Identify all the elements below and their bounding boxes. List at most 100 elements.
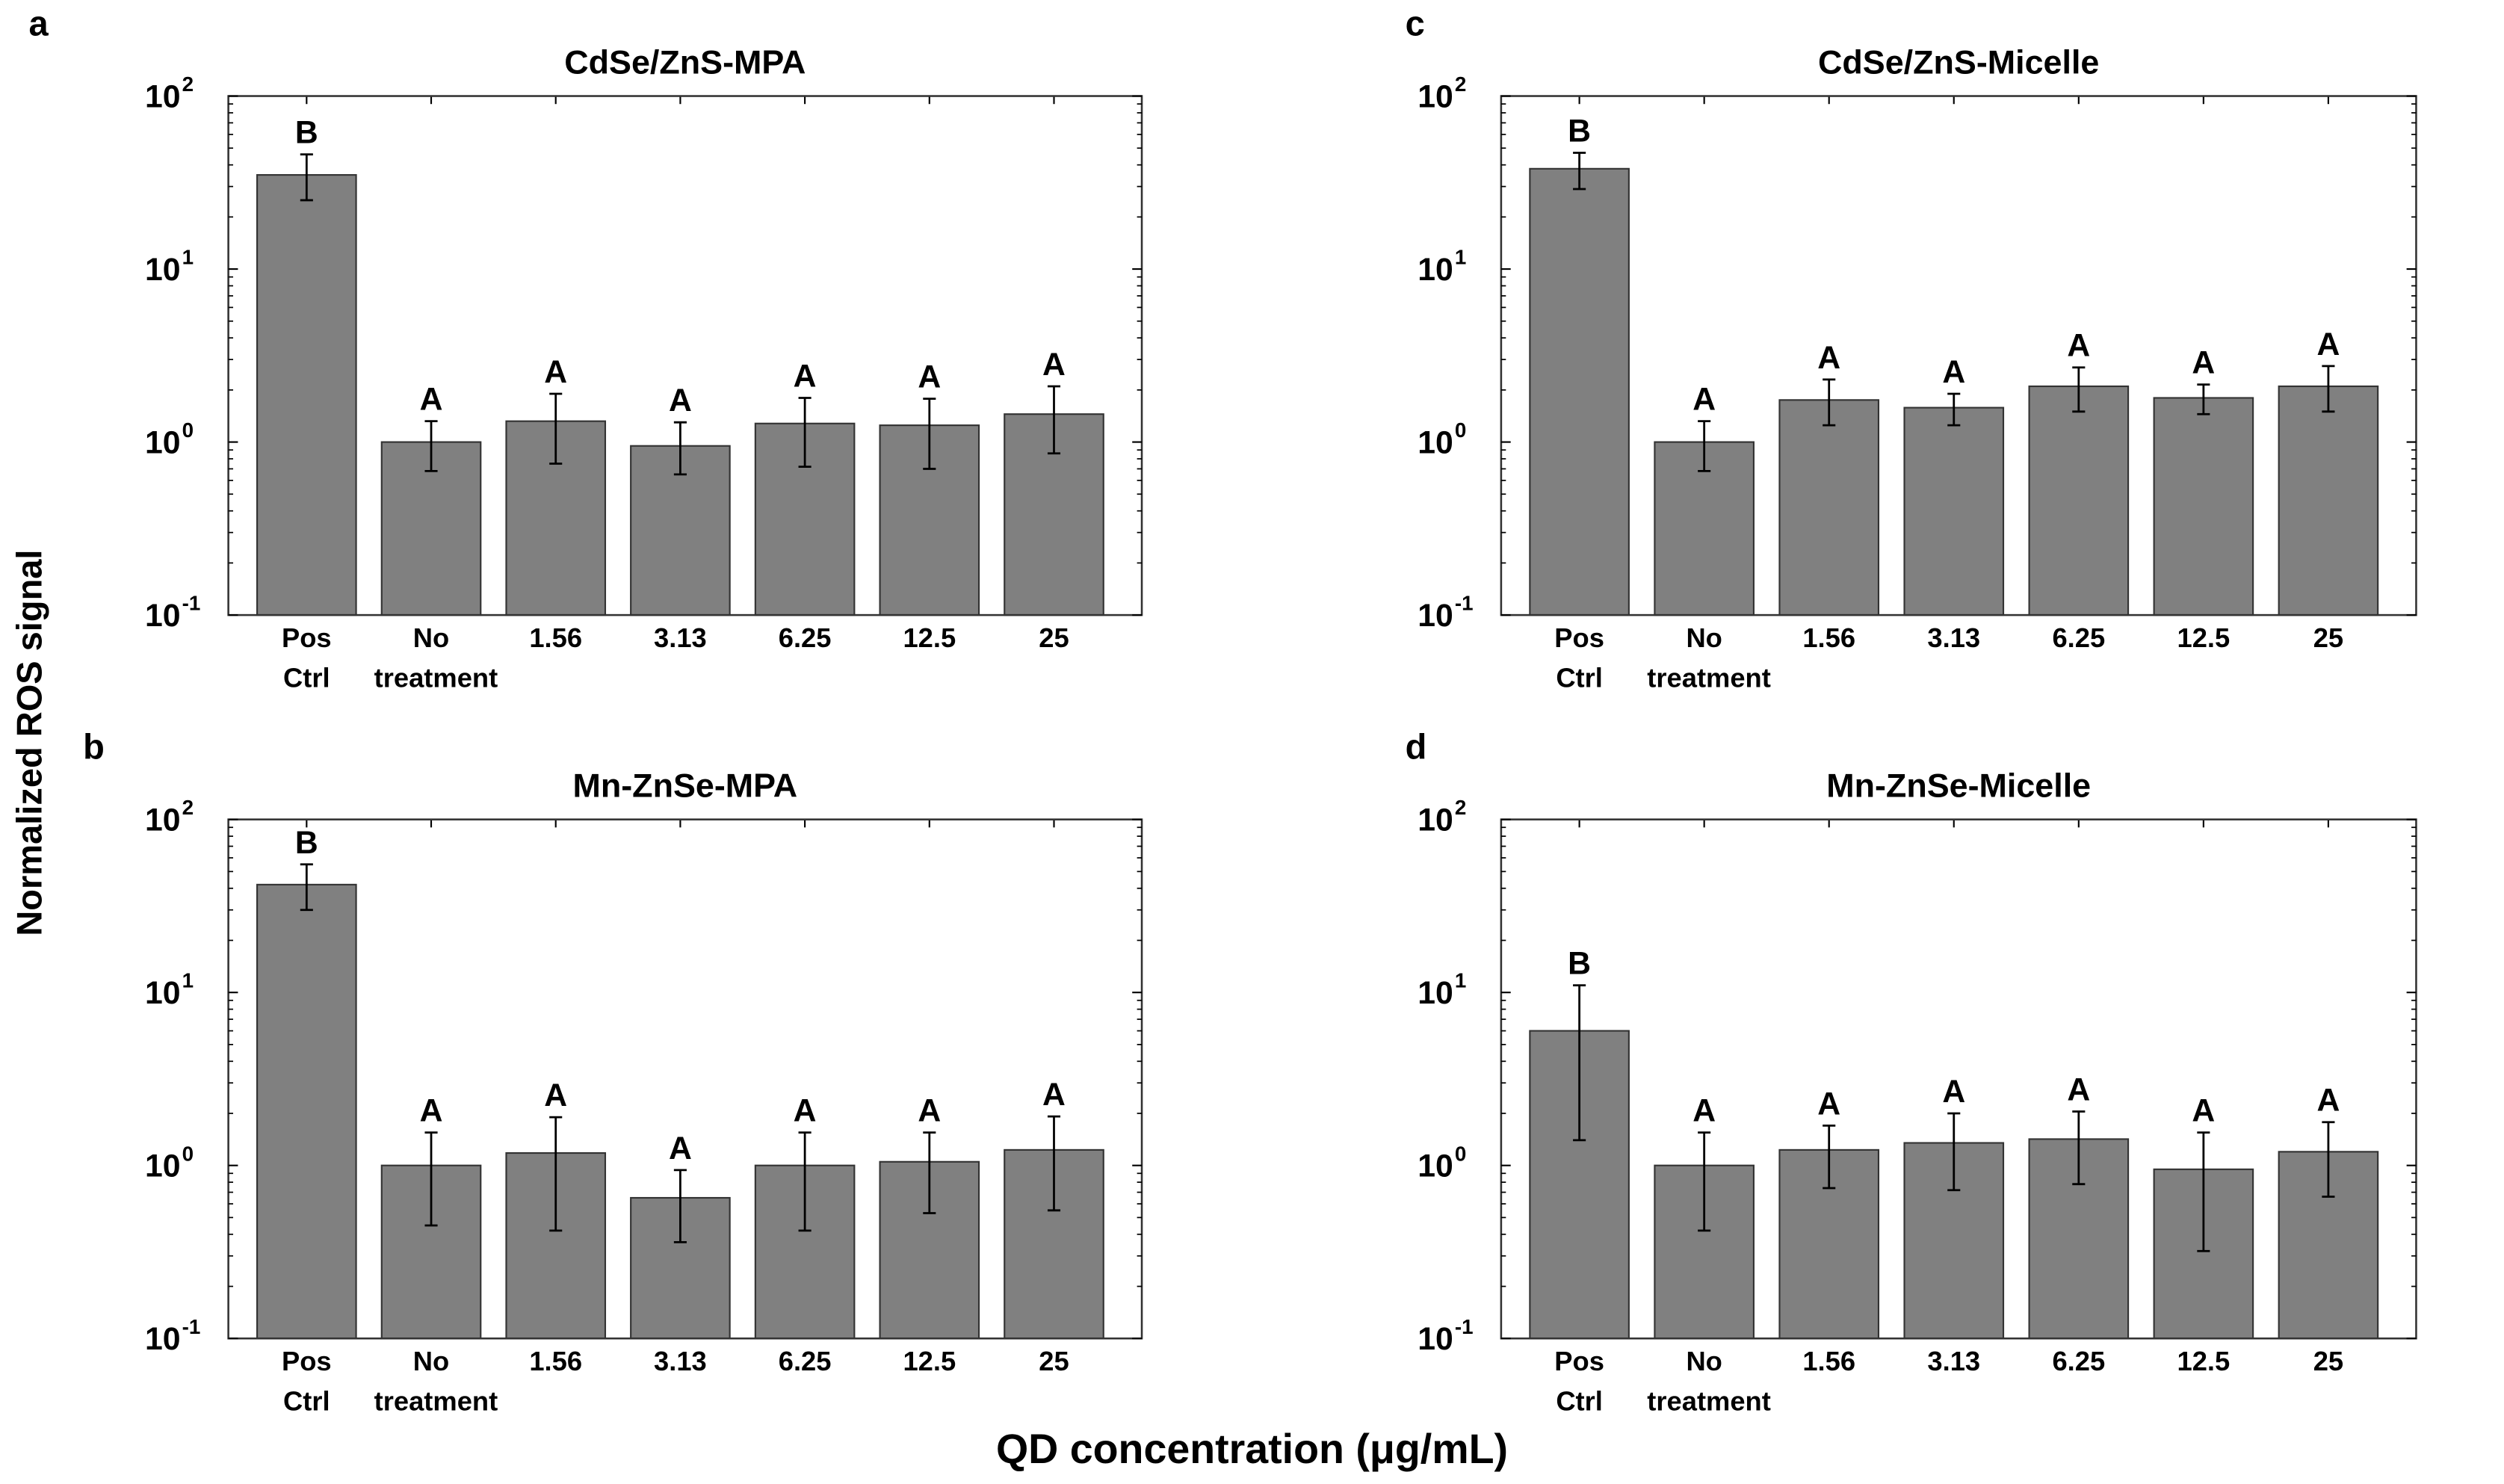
significance-letter: A — [544, 1078, 567, 1113]
panel-c: c CdSe/ZnS-Micelle B Pos Ctrl A No treatment A 1.… — [1406, 3, 2417, 693]
y-tick-exponent: 0 — [182, 1142, 194, 1165]
y-tick-exponent: 2 — [1455, 72, 1466, 96]
significance-letter: A — [918, 1093, 941, 1129]
x-tick-label-line2: Ctrl — [283, 662, 330, 693]
bar — [1529, 167, 1630, 616]
bar — [2153, 397, 2254, 616]
x-tick-label: No — [1686, 622, 1722, 653]
significance-letter: A — [420, 382, 443, 418]
y-tick-label: 10 — [1418, 78, 1453, 114]
y-tick-exponent: 1 — [182, 246, 194, 269]
x-tick-label-line2: Ctrl — [1556, 1385, 1603, 1416]
x-tick-label: 12.5 — [2177, 1346, 2231, 1376]
bar — [256, 883, 357, 1340]
axes-box — [227, 95, 1143, 616]
panel-a: a CdSe/ZnS-MPA B Pos Ctrl A No treatment A 1.56 A 3… — [28, 3, 1143, 693]
significance-letter: A — [544, 354, 567, 390]
panel-b: b Mn-ZnSe-MPA B Pos Ctrl A No treatment A 1.56 A 3.… — [83, 726, 1143, 1416]
panel-letter: b — [83, 726, 105, 766]
significance-letter: B — [1568, 113, 1591, 149]
x-tick-label: 3.13 — [1927, 1346, 1980, 1376]
bar — [2028, 385, 2130, 616]
significance-letter: A — [669, 383, 692, 418]
significance-letter: A — [2067, 1072, 2090, 1108]
x-tick-label: Pos — [1554, 622, 1604, 653]
x-tick-label: 1.56 — [1802, 622, 1855, 653]
y-tick-label: 10 — [145, 975, 181, 1011]
y-tick-label: 10 — [145, 252, 181, 288]
y-tick-label: 10 — [1418, 252, 1453, 288]
significance-letter: A — [1817, 1086, 1840, 1122]
x-tick-label: 1.56 — [529, 622, 582, 653]
significance-letter: A — [2316, 1083, 2340, 1119]
significance-letter: B — [295, 115, 318, 151]
significance-letter: B — [1568, 946, 1591, 982]
x-tick-label: 6.25 — [779, 622, 832, 653]
x-tick-label: 12.5 — [903, 622, 956, 653]
x-tick-label: 12.5 — [2177, 622, 2231, 653]
y-tick-exponent: 2 — [1455, 796, 1466, 819]
significance-letter: A — [2192, 345, 2215, 381]
x-tick-label: 25 — [1039, 1346, 1069, 1376]
y-tick-label: 10 — [145, 425, 181, 461]
y-tick-label: 10 — [145, 1321, 181, 1357]
x-tick-label: 6.25 — [2052, 1346, 2105, 1376]
bar — [1778, 399, 1880, 616]
x-axis-label: QD concentration (μg/mL) — [996, 1426, 1508, 1472]
y-tick-label: 10 — [1418, 425, 1453, 461]
axes-box — [227, 818, 1143, 1340]
significance-letter: A — [918, 359, 941, 395]
y-tick-label: 10 — [145, 803, 181, 838]
x-tick-label: 25 — [2313, 622, 2343, 653]
axes-box — [1500, 818, 2417, 1340]
significance-letter: A — [420, 1093, 443, 1129]
axes-box — [1500, 95, 2417, 616]
panel-title: Mn-ZnSe-Micelle — [1826, 767, 2091, 805]
x-tick-label: 6.25 — [779, 1346, 832, 1376]
bar — [2278, 385, 2379, 616]
significance-letter: A — [1942, 354, 1965, 390]
x-tick-label-line2: treatment — [374, 1385, 498, 1416]
significance-letter: A — [2316, 327, 2340, 362]
x-tick-label: 3.13 — [654, 1346, 707, 1376]
panel-letter: d — [1406, 726, 1427, 766]
x-tick-label: 3.13 — [1927, 622, 1980, 653]
x-tick-label: 6.25 — [2052, 622, 2105, 653]
significance-letter: A — [1942, 1074, 1965, 1110]
significance-letter: A — [1692, 1093, 1716, 1129]
y-tick-exponent: 0 — [182, 418, 194, 442]
panel-title: Mn-ZnSe-MPA — [572, 767, 797, 805]
y-tick-label: 10 — [1418, 975, 1453, 1011]
x-tick-label: 1.56 — [1802, 1346, 1855, 1376]
significance-letter: B — [295, 825, 318, 861]
y-tick-exponent: 0 — [1455, 418, 1466, 442]
x-tick-label: Pos — [282, 622, 332, 653]
y-tick-exponent: 1 — [1455, 969, 1466, 992]
panel-d: d Mn-ZnSe-Micelle B Pos Ctrl A No treatment A 1.5… — [1406, 726, 2417, 1416]
significance-letter: A — [1042, 1077, 1066, 1113]
x-tick-label: No — [413, 1346, 449, 1376]
significance-letter: A — [669, 1131, 692, 1166]
significance-letter: A — [2067, 328, 2090, 364]
x-tick-label: 1.56 — [529, 1346, 582, 1376]
x-tick-label: Pos — [1554, 1346, 1604, 1376]
panel-letter: c — [1406, 3, 1425, 43]
x-tick-label: 25 — [2313, 1346, 2343, 1376]
x-tick-label-line2: Ctrl — [1556, 662, 1603, 693]
y-tick-exponent: -1 — [1455, 1315, 1474, 1338]
y-tick-exponent: 2 — [182, 796, 194, 819]
x-tick-label: 12.5 — [903, 1346, 956, 1376]
y-tick-exponent: 1 — [1455, 246, 1466, 269]
x-tick-label-line2: Ctrl — [283, 1385, 330, 1416]
x-tick-label-line2: treatment — [1647, 662, 1771, 693]
significance-letter: A — [794, 359, 817, 395]
y-axis-label: Normalized ROS signal — [10, 550, 49, 936]
y-tick-label: 10 — [1418, 1148, 1453, 1184]
x-tick-label-line2: treatment — [1647, 1385, 1771, 1416]
y-tick-label: 10 — [145, 1148, 181, 1184]
bar — [879, 424, 980, 616]
significance-letter: A — [1042, 347, 1066, 383]
y-tick-exponent: 1 — [182, 969, 194, 992]
y-tick-exponent: -1 — [182, 592, 201, 615]
